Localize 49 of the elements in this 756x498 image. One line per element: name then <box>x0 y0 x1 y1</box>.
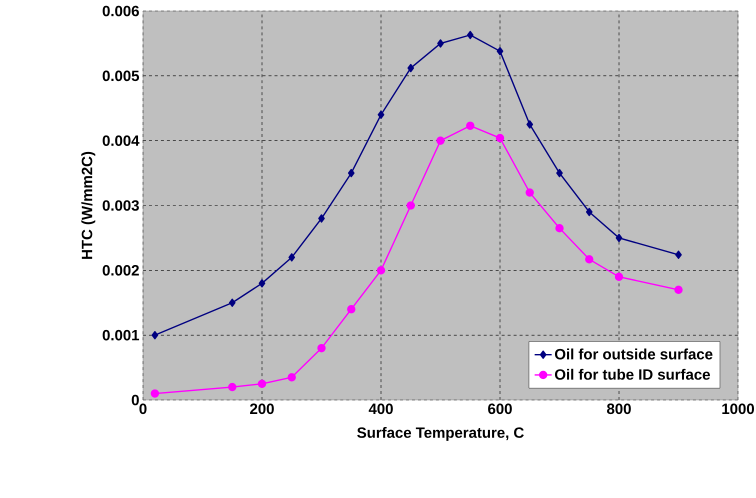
point <box>614 272 624 281</box>
point <box>258 380 266 388</box>
point <box>675 250 682 259</box>
y-tick-label: 0.003 <box>102 200 139 211</box>
point <box>436 136 445 145</box>
point <box>526 188 534 197</box>
point <box>616 234 622 242</box>
x-tick-label: 1000 <box>722 404 754 414</box>
point <box>228 298 236 307</box>
point <box>674 286 683 294</box>
point <box>288 253 296 262</box>
point <box>466 122 474 130</box>
x-tick-label: 0 <box>139 404 147 414</box>
point <box>407 64 414 72</box>
legend-label: Oil for tube ID surface <box>554 368 710 380</box>
y-tick-label: 0.006 <box>102 6 139 16</box>
point <box>496 47 504 56</box>
y-tick-label: 0.005 <box>102 70 140 82</box>
y-tick-label: 0.001 <box>102 330 140 340</box>
point <box>228 382 236 392</box>
point <box>555 224 564 232</box>
point <box>347 305 356 314</box>
point <box>288 373 296 382</box>
point <box>466 30 474 40</box>
y-tick-label: 0 <box>132 394 139 406</box>
x-axis-title: Surface Temperature, C <box>357 426 524 441</box>
x-tick-label: 600 <box>488 404 512 414</box>
point <box>376 266 386 275</box>
x-tick-label: 400 <box>368 404 393 414</box>
point <box>318 214 325 223</box>
legend-label: Oil for outside surface <box>554 348 712 360</box>
point <box>585 255 594 264</box>
point <box>378 110 384 119</box>
point <box>556 168 563 178</box>
point <box>150 389 160 398</box>
point <box>586 208 593 216</box>
point <box>496 134 504 142</box>
point <box>406 201 415 210</box>
y-axis-title: HTC (W/mm2C) <box>81 152 96 259</box>
point <box>437 39 444 48</box>
point <box>152 330 158 340</box>
y-tick-label: 0.004 <box>102 135 140 146</box>
point <box>526 120 534 129</box>
point <box>348 168 355 178</box>
point <box>317 344 326 352</box>
x-tick-label: 200 <box>250 404 274 414</box>
y-tick-label: 0.002 <box>102 265 139 276</box>
point <box>258 279 266 288</box>
x-tick-label: 800 <box>607 404 631 414</box>
